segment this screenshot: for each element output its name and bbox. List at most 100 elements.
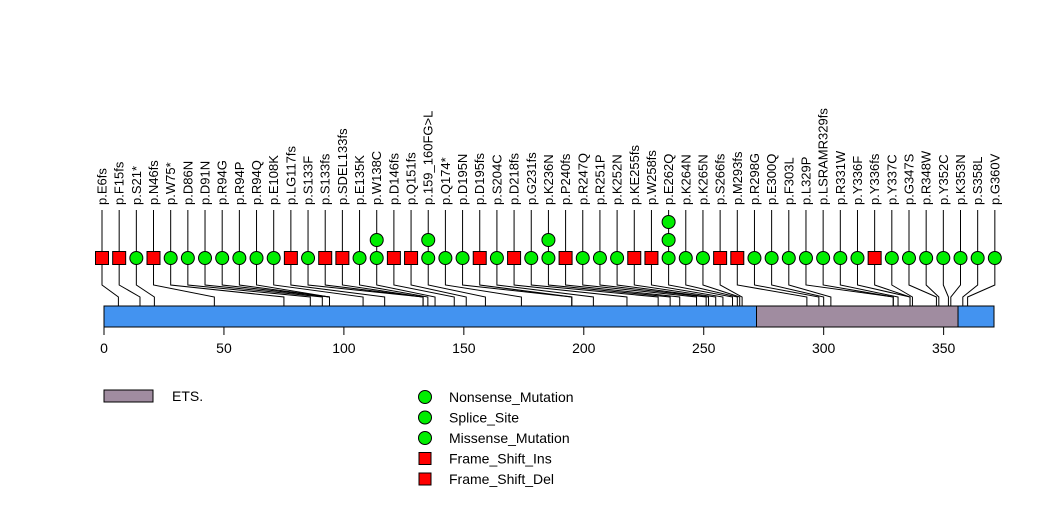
mutation-label: p.E6fs	[95, 168, 110, 205]
mutation-marker-circle	[541, 233, 556, 247]
mutation-marker-circle	[421, 251, 436, 265]
mutation-label: p.Y352C	[936, 154, 951, 205]
domain-ets	[756, 305, 959, 328]
x-tick-label: 150	[452, 340, 476, 356]
mutation-marker-circle	[198, 251, 213, 265]
mutation-marker-circle	[661, 251, 676, 265]
mutation-label: p.R94G	[215, 160, 230, 205]
mutation-marker-circle	[833, 251, 848, 265]
legend-mutation-label: Frame_Shift_Ins	[449, 451, 552, 467]
mutation-marker-circle	[816, 251, 831, 265]
mutation-label: p.R331W	[833, 150, 848, 205]
mutation-label: p.L329P	[798, 157, 813, 205]
legend: ETS. Nonsense_Mutation Splice_Site Missense…	[103, 388, 574, 487]
legend-circle-icon	[418, 431, 432, 445]
mutation-label: p.K264N	[678, 154, 693, 205]
mutation-marker-circle	[764, 251, 779, 265]
mutation-label: p.D86N	[180, 161, 195, 205]
mutation-markers	[95, 215, 1002, 265]
mutation-marker-circle	[369, 233, 384, 247]
mutation-marker-circle	[438, 251, 453, 265]
mutation-marker-circle	[592, 251, 607, 265]
x-tick-label: 50	[216, 340, 232, 356]
mutation-marker-square	[472, 251, 487, 265]
mutation-marker-circle	[266, 251, 281, 265]
mutation-label: p.S204C	[489, 154, 504, 205]
mutation-label: p.Y337C	[884, 154, 899, 205]
mutation-marker-circle	[215, 251, 230, 265]
mutation-label: p.D195fs	[472, 152, 487, 205]
mutation-label: p.R94P	[232, 162, 247, 205]
mutation-marker-circle	[524, 251, 539, 265]
mutation-label: p.R348W	[919, 150, 934, 205]
mutation-label: p.D91N	[198, 161, 213, 205]
mutation-label: p.P240fs	[558, 153, 573, 205]
mutation-label: p.G231fs	[524, 152, 539, 205]
mutation-label: p.M293fs	[730, 151, 745, 205]
mutation-label: p.S133fs	[318, 153, 333, 205]
x-tick-label: 100	[332, 340, 356, 356]
mutation-marker-circle	[180, 251, 195, 265]
mutation-marker-square	[404, 251, 419, 265]
mutation-label: p.W258fs	[644, 150, 659, 205]
legend-mutation-label: Missense_Mutation	[449, 430, 570, 446]
mutation-marker-square	[627, 251, 642, 265]
legend-circle-icon	[418, 390, 432, 404]
mutation-label: p.D146fs	[386, 152, 401, 205]
mutation-marker-square	[713, 251, 728, 265]
legend-square-icon	[418, 452, 432, 465]
mutation-marker-circle	[987, 251, 1002, 265]
mutation-label: p.N46fs	[146, 160, 161, 205]
mutation-marker-circle	[884, 251, 899, 265]
mutation-label: p.K265N	[695, 154, 710, 205]
mutation-label: p.D218fs	[507, 152, 522, 205]
mutation-labels: p.E6fs p.F15fs p.S21* p.N46fs p.W75* p.D86N p.…	[95, 108, 1003, 205]
mutation-label: p.W138C	[369, 151, 384, 205]
mutation-label: p.Q174*	[438, 157, 453, 205]
mutation-marker-circle	[901, 251, 916, 265]
x-tick-label: 200	[572, 340, 596, 356]
mutation-marker-circle	[301, 251, 316, 265]
mutation-marker-circle	[163, 251, 178, 265]
mutation-marker-circle	[695, 251, 710, 265]
mutation-label: p.S21*	[129, 166, 144, 205]
mutation-label: p.R251P	[592, 154, 607, 205]
mutation-label: p.K353N	[953, 154, 968, 205]
legend-mutation-label: Splice_Site	[449, 410, 519, 426]
x-tick-label: 0	[100, 340, 108, 356]
mutation-marker-square	[867, 251, 882, 265]
mutation-marker-square	[318, 251, 333, 265]
mutation-marker-square	[335, 251, 350, 265]
x-tick-label: 300	[812, 340, 836, 356]
mutation-label: p.R247Q	[575, 153, 590, 205]
mutation-marker-square	[386, 251, 401, 265]
mutation-label: p.Y336F	[850, 156, 865, 205]
mutation-marker-circle	[678, 251, 693, 265]
mutation-marker-circle	[575, 251, 590, 265]
legend-domain-label: ETS.	[172, 388, 203, 404]
mutation-marker-square	[558, 251, 573, 265]
mutation-marker-circle	[249, 251, 264, 265]
mutation-label: p.Q151fs	[404, 152, 419, 205]
legend-circle-icon	[418, 410, 432, 425]
lollipop-stems	[101, 210, 996, 258]
mutation-marker-circle	[781, 251, 796, 265]
mutation-marker-circle	[369, 251, 384, 265]
mutation-marker-circle	[610, 251, 625, 265]
mutation-label: p.F15fs	[112, 161, 127, 205]
mutation-marker-circle	[953, 251, 968, 265]
mutation-marker-circle	[232, 251, 247, 265]
legend-mutation-label: Nonsense_Mutation	[449, 389, 574, 405]
protein-backbone-layer	[103, 305, 995, 328]
mutation-label: p.K252N	[610, 154, 625, 205]
mutation-label: p.R94Q	[249, 160, 264, 205]
mutation-marker-circle	[850, 251, 865, 265]
mutation-marker-circle	[661, 233, 676, 247]
mutation-label: p.D195N	[455, 154, 470, 205]
mutation-marker-circle	[936, 251, 951, 265]
mutation-marker-circle	[798, 251, 813, 265]
mutation-label: p.F303L	[781, 157, 796, 205]
mutation-marker-circle	[919, 251, 934, 265]
mutation-label: p.Y336fs	[867, 153, 882, 205]
mutation-marker-circle	[970, 251, 985, 265]
